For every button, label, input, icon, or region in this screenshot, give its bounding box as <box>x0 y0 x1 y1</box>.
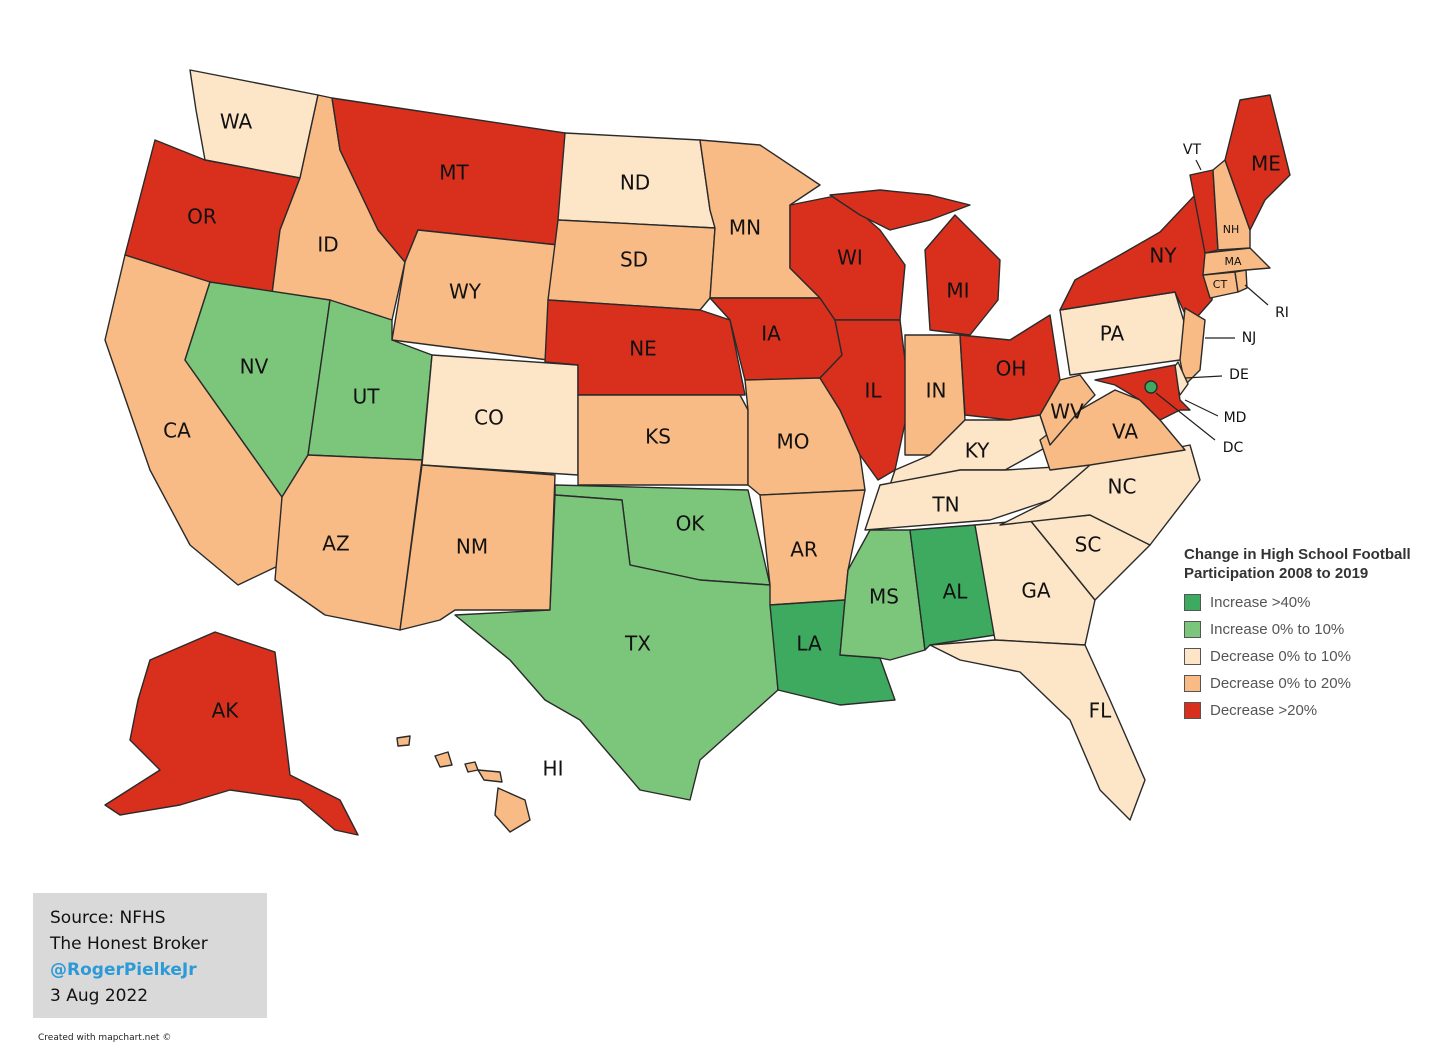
svg-text:GA: GA <box>1021 579 1050 603</box>
state-DC <box>1144 380 1158 394</box>
legend-label: Increase >40% <box>1210 594 1311 611</box>
svg-text:SD: SD <box>620 248 648 272</box>
legend-title: Change in High School Football Participa… <box>1184 545 1454 583</box>
svg-text:CT: CT <box>1213 278 1228 291</box>
legend-swatch <box>1184 621 1201 638</box>
svg-text:WA: WA <box>220 110 253 134</box>
state-HI <box>396 735 531 833</box>
svg-text:NM: NM <box>456 535 488 559</box>
svg-text:MI: MI <box>946 279 969 303</box>
state-FL <box>929 639 1146 821</box>
legend-item: Increase >40% <box>1184 589 1454 616</box>
svg-text:SC: SC <box>1075 533 1102 557</box>
svg-text:UT: UT <box>353 385 381 409</box>
svg-text:RI: RI <box>1275 305 1289 321</box>
state-TX <box>454 494 779 801</box>
legend-item: Increase 0% to 10% <box>1184 616 1454 643</box>
state-MD <box>1094 364 1191 421</box>
svg-text:AZ: AZ <box>322 532 349 556</box>
state-AL <box>909 524 996 651</box>
svg-text:MA: MA <box>1224 255 1241 268</box>
svg-text:NV: NV <box>240 355 269 379</box>
legend-label: Increase 0% to 10% <box>1210 621 1345 638</box>
svg-text:NY: NY <box>1149 244 1177 268</box>
svg-text:KS: KS <box>645 425 671 449</box>
svg-text:NH: NH <box>1223 223 1240 236</box>
legend-swatch <box>1184 594 1201 611</box>
svg-text:IL: IL <box>864 379 882 403</box>
legend-label: Decrease 0% to 20% <box>1210 675 1351 692</box>
svg-text:IA: IA <box>761 322 781 346</box>
state-SD <box>547 219 716 311</box>
state-MI-upper <box>829 189 971 231</box>
svg-text:ME: ME <box>1251 152 1281 176</box>
svg-text:OK: OK <box>676 512 706 536</box>
legend-item: Decrease >20% <box>1184 697 1454 724</box>
svg-text:CA: CA <box>163 419 191 443</box>
legend-item: Decrease 0% to 10% <box>1184 643 1454 670</box>
state-MI <box>924 214 1001 336</box>
legend: Change in High School Football Participa… <box>1184 545 1454 724</box>
credits-box: Source: NFHS The Honest Broker @RogerPie… <box>33 893 267 1018</box>
svg-text:MN: MN <box>729 216 761 240</box>
svg-text:AK: AK <box>212 699 240 723</box>
svg-text:PA: PA <box>1100 322 1125 346</box>
state-RI <box>1234 269 1248 293</box>
twitter-handle[interactable]: @RogerPielkeJr <box>50 960 197 980</box>
state-NM <box>399 464 556 631</box>
svg-text:ND: ND <box>620 171 650 195</box>
svg-text:LA: LA <box>796 632 822 656</box>
legend-items: Increase >40% Increase 0% to 10% Decrease … <box>1184 589 1454 724</box>
legend-title-line1: Change in High School Football <box>1184 546 1411 563</box>
svg-text:TX: TX <box>624 632 651 656</box>
svg-text:VA: VA <box>1112 420 1138 444</box>
publisher-text: The Honest Broker <box>50 934 208 954</box>
svg-text:DC: DC <box>1223 440 1244 456</box>
svg-text:TN: TN <box>931 493 959 517</box>
svg-text:AL: AL <box>943 580 969 604</box>
svg-text:MS: MS <box>869 585 899 609</box>
state-MS <box>839 529 926 661</box>
state-AK <box>104 631 359 836</box>
state-WV <box>1039 374 1096 446</box>
legend-label: Decrease >20% <box>1210 702 1318 719</box>
svg-text:AR: AR <box>790 538 818 562</box>
svg-text:NC: NC <box>1108 475 1137 499</box>
svg-text:CO: CO <box>474 406 504 430</box>
legend-item: Decrease 0% to 20% <box>1184 670 1454 697</box>
svg-text:ID: ID <box>317 233 338 257</box>
svg-text:WY: WY <box>449 280 482 304</box>
svg-text:MO: MO <box>777 430 810 454</box>
state-NH <box>1212 159 1251 251</box>
svg-text:OH: OH <box>996 357 1027 381</box>
svg-text:HI: HI <box>543 757 564 781</box>
svg-text:NJ: NJ <box>1242 330 1257 346</box>
svg-text:WV: WV <box>1050 400 1084 424</box>
svg-text:DE: DE <box>1229 367 1249 383</box>
legend-swatch <box>1184 675 1201 692</box>
svg-text:WI: WI <box>837 246 863 270</box>
svg-text:VT: VT <box>1183 142 1202 158</box>
svg-text:NE: NE <box>629 337 657 361</box>
state-WY <box>391 229 559 361</box>
svg-text:IN: IN <box>926 379 947 403</box>
svg-text:KY: KY <box>965 439 990 463</box>
svg-text:MT: MT <box>439 161 469 185</box>
legend-label: Decrease 0% to 10% <box>1210 648 1351 665</box>
date-text: 3 Aug 2022 <box>50 986 149 1006</box>
svg-text:OR: OR <box>187 205 217 229</box>
svg-text:FL: FL <box>1089 699 1113 723</box>
state-ME <box>1224 94 1291 231</box>
svg-text:MD: MD <box>1224 410 1247 426</box>
legend-swatch <box>1184 702 1201 719</box>
source-text: Source: NFHS <box>50 908 166 928</box>
legend-swatch <box>1184 648 1201 665</box>
legend-title-line2: Participation 2008 to 2019 <box>1184 565 1369 582</box>
mapchart-credit: Created with mapchart.net © <box>38 1033 172 1043</box>
